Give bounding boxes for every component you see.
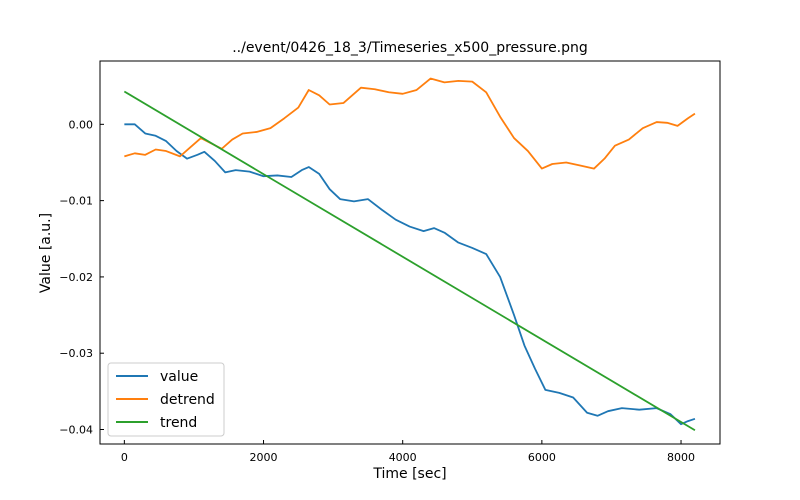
series-line-value xyxy=(124,123,696,426)
legend-label-detrend: detrend xyxy=(160,392,215,408)
y-tick-label: 0.00 xyxy=(69,118,94,131)
x-tick-label: 8000 xyxy=(667,451,695,464)
axis-layer: 0 2000 4000 6000 8000 0.00 −0.01 −0.02 −0.03 −0.0… xyxy=(59,60,721,464)
y-tick-label: −0.04 xyxy=(59,424,93,437)
series-line-trend xyxy=(123,90,696,432)
y-tick-label: −0.03 xyxy=(59,347,93,360)
plot-frame xyxy=(99,60,721,445)
x-tick-label: 2000 xyxy=(250,451,278,464)
series-layer xyxy=(123,77,696,432)
x-tick-label: 4000 xyxy=(389,451,417,464)
legend-box xyxy=(107,362,225,437)
series-line-detrend xyxy=(124,77,696,170)
legend: value detrend trend xyxy=(107,362,225,437)
y-tick-label: −0.01 xyxy=(59,195,93,208)
y-tick-label: −0.02 xyxy=(59,271,93,284)
y-axis-label: Value [a.u.] xyxy=(38,213,54,293)
legend-label-trend: trend xyxy=(160,415,197,431)
x-tick-label: 6000 xyxy=(528,451,556,464)
chart-title: ../event/0426_18_3/Timeseries_x500_press… xyxy=(232,40,588,56)
x-tick-label: 0 xyxy=(121,451,128,464)
x-axis-label: Time [sec] xyxy=(372,466,446,482)
legend-label-value: value xyxy=(160,369,198,385)
